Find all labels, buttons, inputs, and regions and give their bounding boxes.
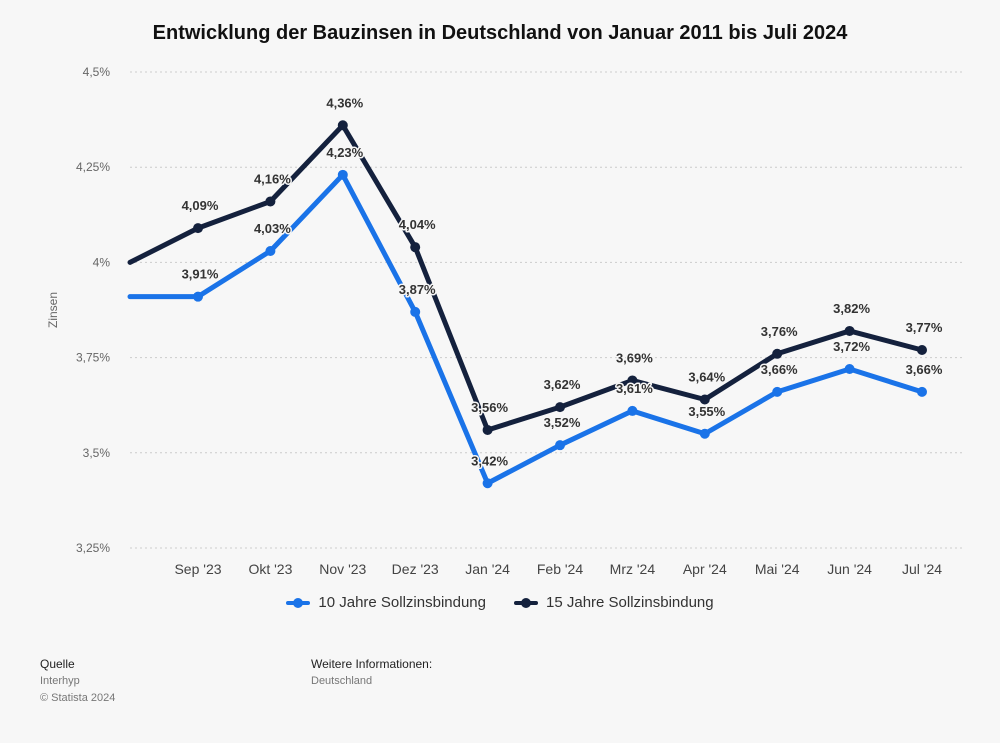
data-point [772, 386, 783, 397]
data-label: 3,91% [182, 267, 219, 282]
data-label: 3,82% [833, 301, 870, 316]
x-tick-label: Jan '24 [465, 561, 510, 577]
data-label: 4,23% [326, 145, 363, 160]
x-tick-label: Mrz '24 [610, 561, 656, 577]
legend-swatch-10-jahre [286, 597, 311, 608]
legend-swatch-15-jahre [514, 597, 538, 608]
data-label: 3,76% [761, 324, 798, 339]
data-point [555, 402, 565, 413]
data-label: 3,72% [833, 339, 870, 354]
data-point [410, 242, 421, 253]
data-point [555, 440, 565, 451]
data-point [699, 394, 710, 405]
data-label: 3,55% [688, 404, 725, 419]
data-point [482, 424, 493, 435]
legend-label-10-jahre: 10 Jahre Sollzinsbindung [318, 594, 486, 611]
info-heading: Weitere Informationen: [311, 657, 433, 671]
data-point [265, 245, 276, 256]
data-label: 3,66% [761, 362, 798, 377]
data-label: 3,61% [616, 381, 653, 396]
x-tick-label: Sep '23 [174, 561, 221, 577]
y-axis-ticks: 3,25% 3,5% 3,75% 4% 4,25% 4,5% [76, 65, 110, 555]
data-label: 3,66% [906, 362, 943, 377]
x-tick-label: Dez '23 [392, 561, 439, 577]
series-lines [127, 122, 925, 486]
data-point [627, 375, 638, 386]
data-label: 3,56% [471, 400, 508, 415]
x-tick-label: Jun '24 [827, 561, 872, 577]
x-tick-label: Jul '24 [902, 561, 942, 577]
data-label: 3,77% [906, 320, 943, 335]
data-point [482, 478, 493, 489]
info-region: Deutschland [311, 675, 373, 687]
legend: 10 Jahre Sollzinsbindung 15 Jahre Sollzi… [0, 594, 1000, 611]
legend-label-15-jahre: 15 Jahre Sollzinsbindung [546, 594, 714, 611]
data-point [193, 291, 203, 302]
data-point [917, 386, 927, 397]
data-label: 4,04% [399, 217, 436, 232]
data-label: 3,62% [544, 377, 581, 392]
data-point [844, 325, 855, 336]
legend-item-10-jahre[interactable]: 10 Jahre Sollzinsbindung [286, 594, 486, 611]
data-point [193, 223, 203, 234]
series-points [193, 120, 927, 489]
source-name[interactable]: Interhyp [40, 675, 80, 687]
data-point [627, 405, 638, 416]
chart-title: Entwicklung der Bauzinsen in Deutschland… [152, 22, 848, 44]
data-label: 3,64% [688, 369, 725, 384]
x-tick-label: Apr '24 [683, 561, 727, 577]
data-point [265, 196, 276, 207]
y-tick-label: 4% [93, 255, 111, 269]
data-label: 4,16% [254, 171, 291, 186]
data-label: 3,52% [544, 415, 581, 430]
x-axis-ticks: Sep '23 Okt '23 Nov '23 Dez '23 Jan '24 Feb '… [174, 561, 942, 577]
y-tick-label: 3,5% [83, 446, 111, 460]
data-point [917, 344, 927, 355]
data-point [337, 169, 348, 180]
data-point [772, 348, 783, 359]
data-point [844, 364, 855, 375]
x-tick-label: Feb '24 [537, 561, 583, 577]
data-point [337, 120, 348, 131]
data-label: 3,42% [471, 453, 508, 468]
x-tick-label: Okt '23 [248, 561, 292, 577]
y-tick-label: 3,75% [76, 351, 110, 365]
source-heading: Quelle [40, 657, 75, 671]
data-label: 4,09% [182, 198, 219, 213]
source-block: Quelle Interhyp © Statista 2024 [40, 656, 115, 707]
info-block: Weitere Informationen: Deutschland [311, 656, 432, 690]
y-tick-label: 4,25% [76, 160, 110, 174]
x-tick-label: Nov '23 [319, 561, 366, 577]
data-label: 3,87% [399, 282, 436, 297]
data-label: 4,36% [326, 95, 363, 110]
y-tick-label: 3,25% [76, 541, 110, 555]
data-point [410, 306, 421, 317]
data-label: 3,69% [616, 350, 653, 365]
series-line-1 [127, 172, 925, 486]
legend-item-15-jahre[interactable]: 15 Jahre Sollzinsbindung [514, 594, 714, 611]
data-point [699, 428, 710, 439]
series-line-2 [127, 122, 925, 433]
data-label: 4,03% [254, 221, 291, 236]
line-chart: 3,25% 3,5% 3,75% 4% 4,25% 4,5% Zinsen Sep '23… [46, 65, 962, 577]
x-tick-label: Mai '24 [755, 561, 800, 577]
copyright[interactable]: © Statista 2024 [40, 692, 116, 704]
data-labels: 3,91% 4,03% 4,23% 3,87% 3,42% 3,52% 3,61% 3,55%… [180, 94, 944, 470]
y-axis-label: Zinsen [46, 292, 60, 328]
y-tick-label: 4,5% [83, 65, 111, 79]
